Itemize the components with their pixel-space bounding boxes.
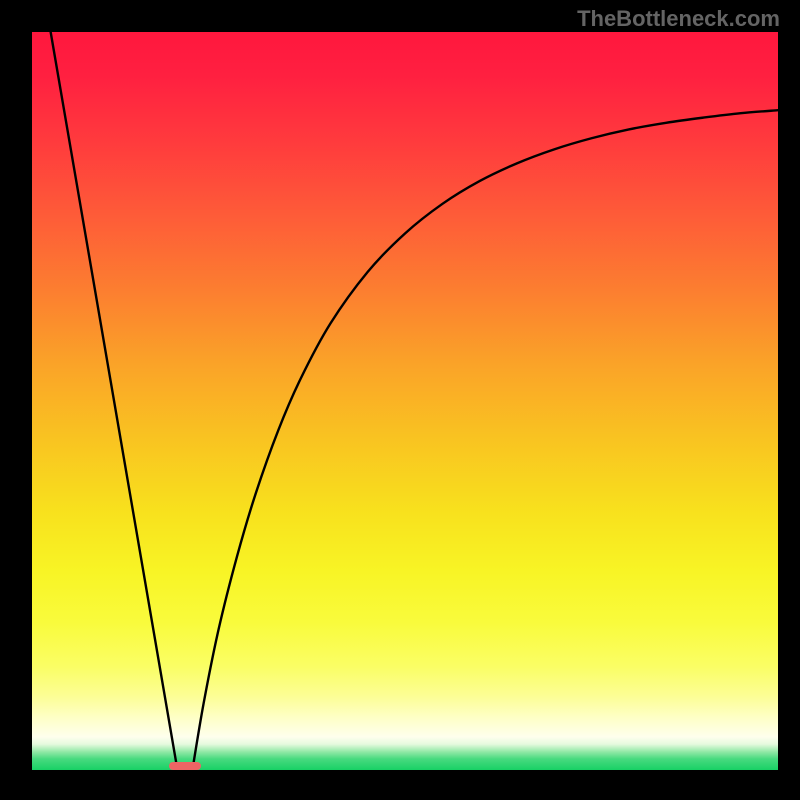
minimum-marker	[169, 762, 201, 770]
plot-area	[32, 32, 778, 770]
gradient-background	[32, 32, 778, 770]
watermark-text: TheBottleneck.com	[577, 6, 780, 32]
chart-container: TheBottleneck.com	[0, 0, 800, 800]
